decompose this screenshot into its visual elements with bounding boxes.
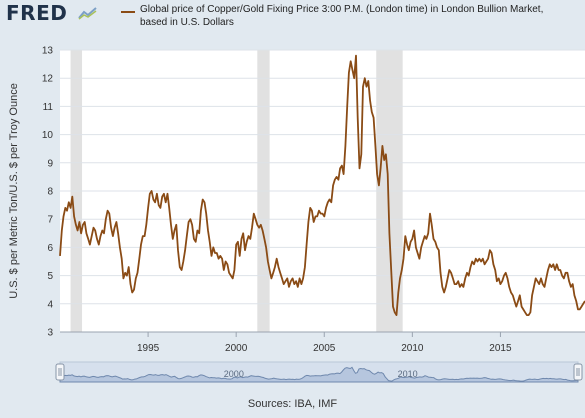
gridlines [60,49,585,333]
y-tick-label: 11 [43,102,54,113]
series-line [59,54,585,316]
y-axis-label: U.S. $ per Metric Ton/U.S. $ per Troy Ou… [8,83,20,299]
y-tick-label: 8 [47,187,53,198]
navigator-label: 2010 [398,369,418,379]
x-tick-label: 2010 [401,343,424,354]
legend-swatch [121,11,135,13]
x-tick-label: 1995 [137,343,160,354]
y-tick-label: 7 [47,215,53,226]
y-tick-label: 12 [42,74,54,85]
range-navigator[interactable]: 2000 2010 [55,361,583,383]
x-tick-label: 2000 [225,343,248,354]
navigator-handle[interactable] [573,363,583,381]
navigator-labels: 2000 2010 [224,369,418,379]
y-tick-label: 10 [42,130,54,141]
navigator-left-handle[interactable] [55,363,65,381]
navigator-label: 2000 [224,369,244,379]
fred-logo[interactable]: FRED [6,1,68,25]
x-tick-label: 2015 [489,343,512,354]
navigator-right-handle[interactable] [573,363,583,381]
y-tick-label: 9 [47,158,53,169]
navigator-handle[interactable] [55,363,65,381]
y-tick-label: 4 [47,299,53,310]
legend-series-title: Global price of Copper/Gold Fixing Price… [140,4,544,28]
y-axis-ticks: 3 4 5 6 7 8 9 10 11 12 13 [42,46,54,339]
series-layer [59,54,585,316]
x-axis-ticks: 1995 2000 2005 2010 2015 [137,332,512,354]
sources-text: Sources: IBA, IMF [247,398,338,410]
y-tick-label: 3 [47,328,53,339]
navigator-area [59,366,579,383]
x-tick-label: 2005 [313,343,336,354]
y-tick-label: 5 [47,271,53,282]
y-tick-label: 6 [47,243,53,254]
y-tick-label: 13 [42,46,54,57]
chart-trend-icon [78,7,97,20]
